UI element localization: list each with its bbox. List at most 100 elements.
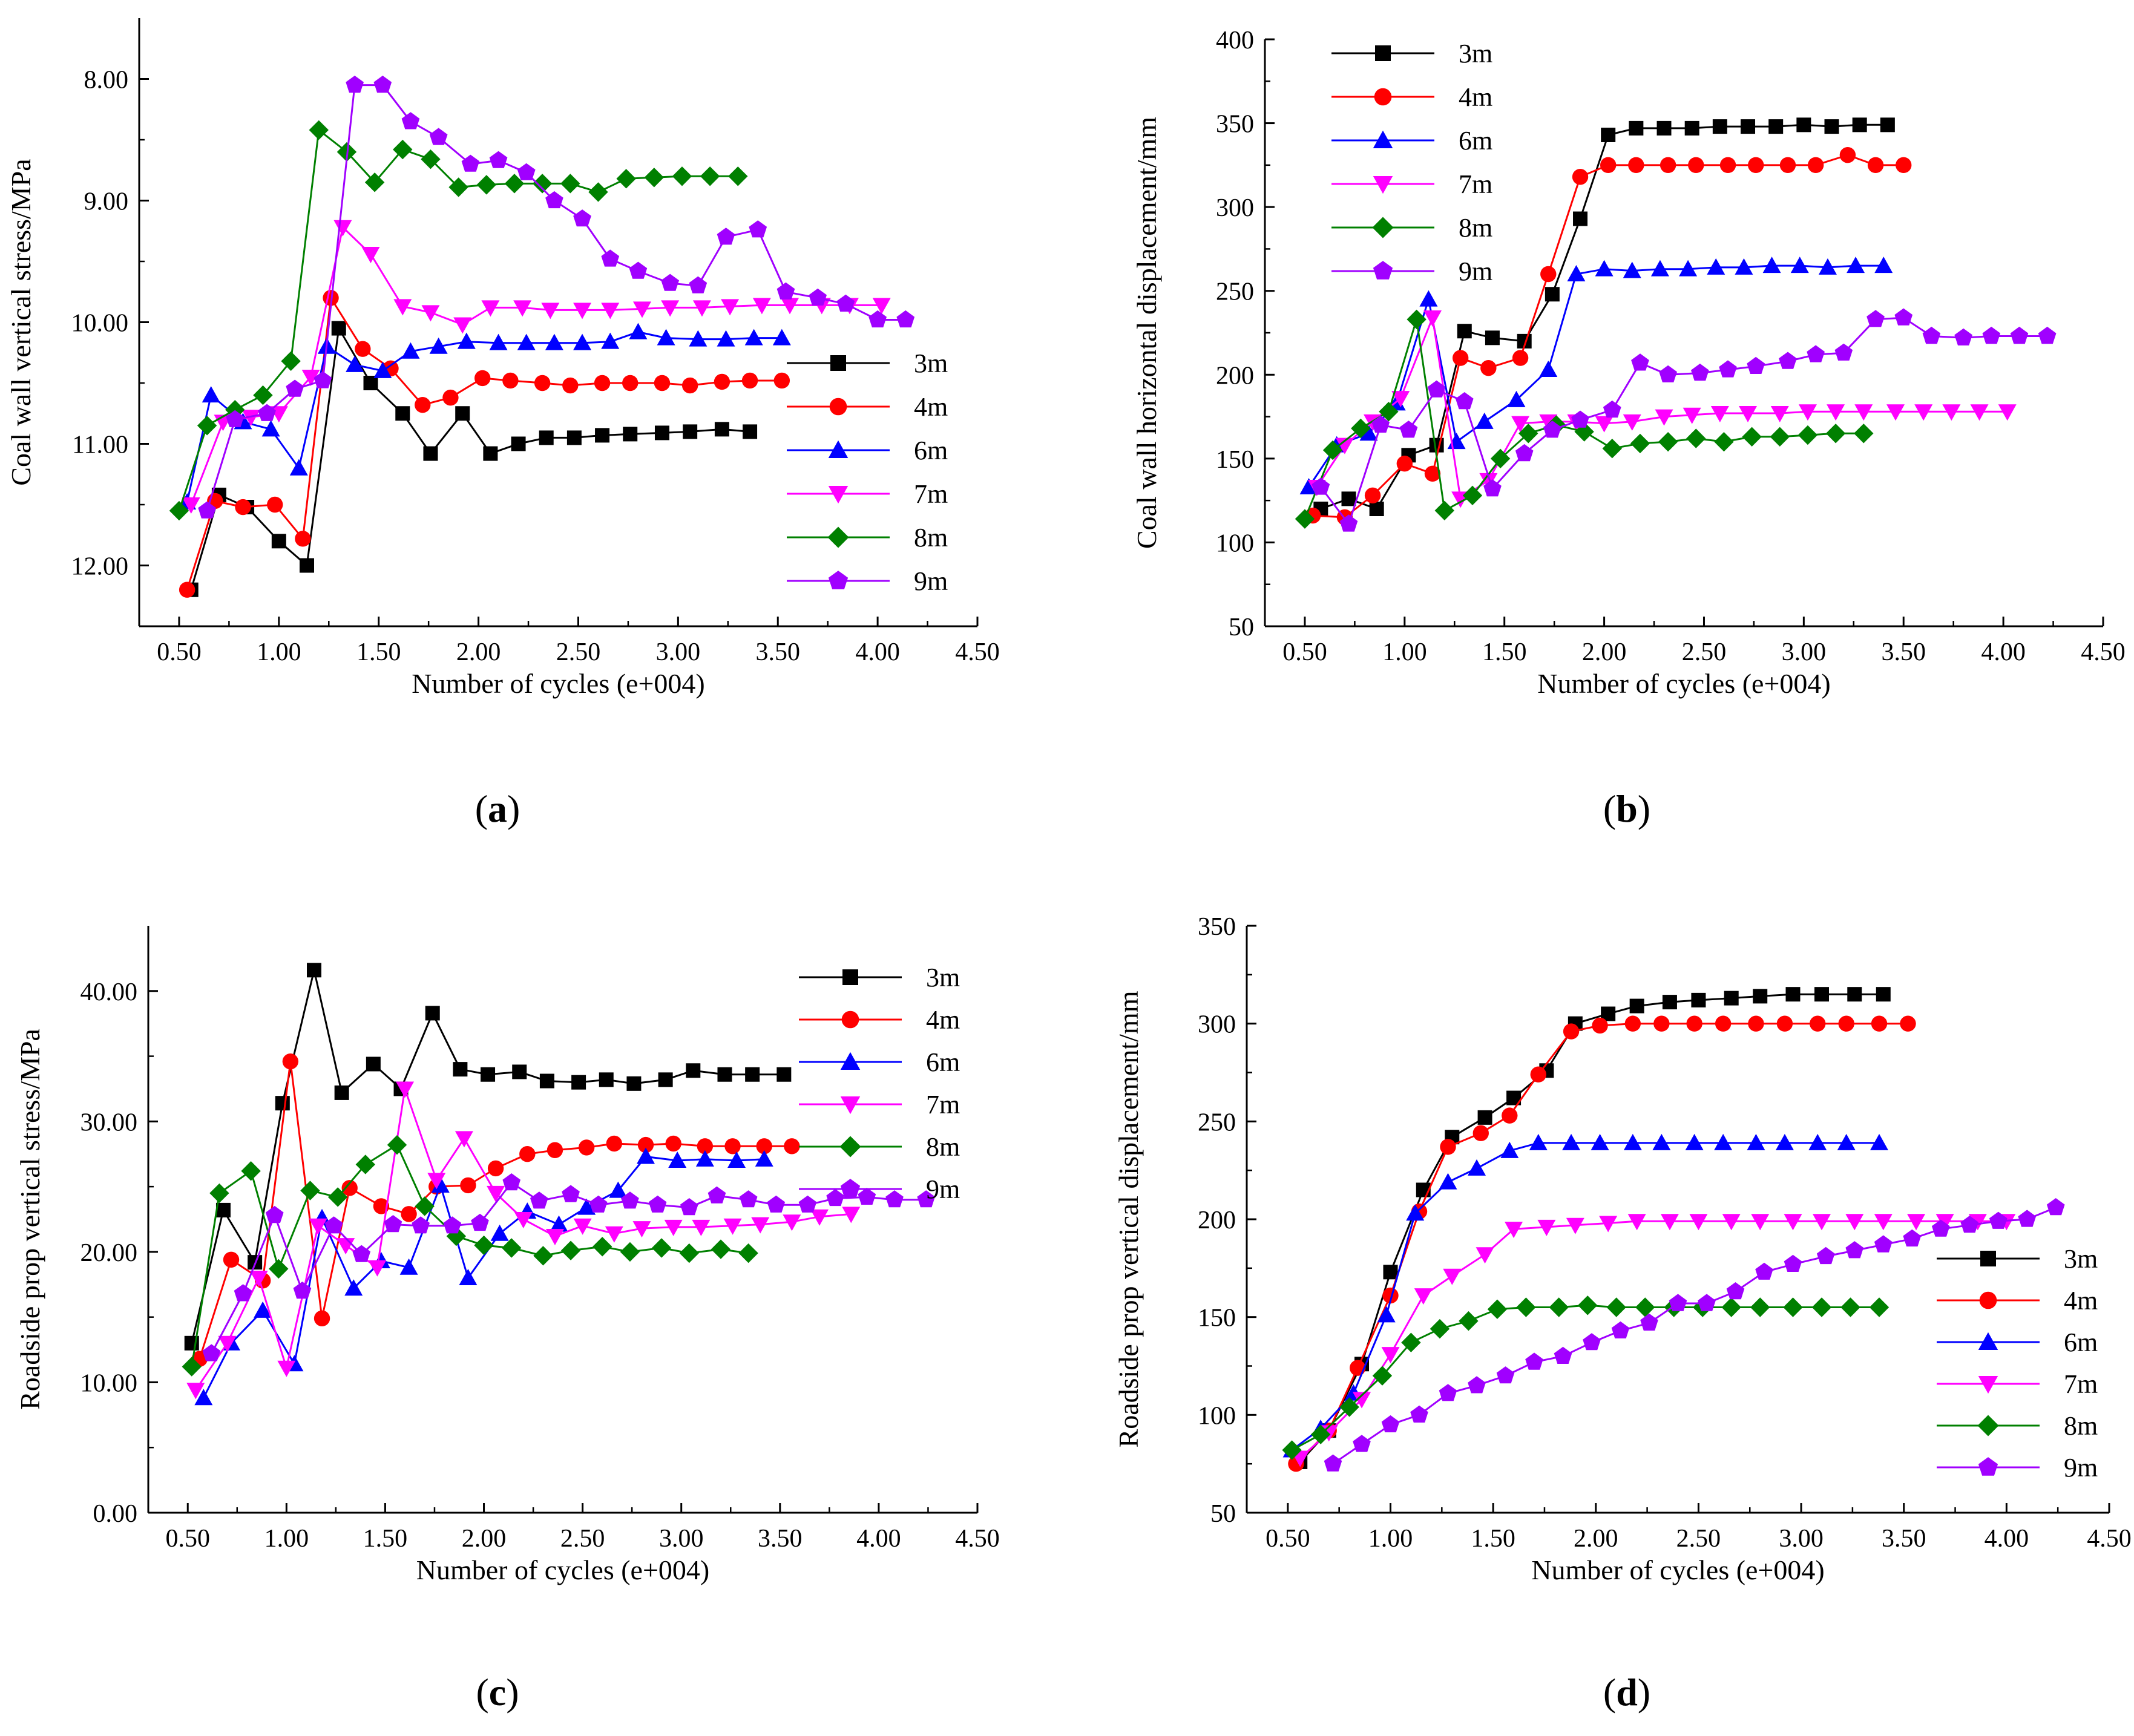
panel-label-a: (a) [474,787,520,830]
legend-marker [839,1136,861,1158]
data-point-6m [772,329,791,346]
legend-marker [840,1096,861,1115]
data-point-8m [1578,1295,1598,1315]
data-point-6m [1685,1133,1704,1150]
legend-marker [840,1052,861,1070]
data-point-9m [545,191,563,209]
data-point-4m [637,1136,654,1153]
data-point-3m [1457,324,1472,339]
legend-entry-8m: 8m [787,523,948,552]
data-point-9m [2018,1210,2037,1227]
data-point-3m [366,1056,381,1072]
data-point-7m [1770,406,1789,423]
y-tick-label: 350 [1198,913,1236,941]
series-line-7m [1299,1220,2007,1459]
data-point-8m [1606,1297,1626,1317]
data-point-8m [1372,1366,1393,1386]
data-point-6m [629,323,648,339]
data-point-7m [601,303,620,319]
data-point-3m [1656,120,1672,136]
data-point-3m [453,1062,468,1077]
data-point-4m [654,375,671,391]
data-point-8m [560,1240,581,1260]
series-8m [182,1135,758,1377]
x-tick-label: 2.00 [456,638,501,666]
legend-marker [829,398,847,416]
data-point-3m [1741,119,1756,134]
data-point-3m [425,1006,440,1021]
legend-marker [828,486,849,504]
legend-label: 9m [1459,257,1492,286]
chart-c: 0.50 1.00 1.50 2.00 2.50 3.00 3.50 4.00 4.50 0.00… [15,926,1000,1585]
x-tick-label: 2.00 [1582,638,1627,666]
data-point-8m [1516,1297,1536,1317]
data-point-4m [355,341,371,357]
data-point-9m [868,310,887,328]
legend-marker [1978,1376,1998,1394]
series-9m [1312,308,2057,532]
data-point-6m [459,1269,478,1285]
y-tick-label: 150 [1216,446,1254,474]
data-point-7m [453,317,472,334]
y-tick-label: 100 [1216,529,1254,557]
data-point-6m [346,355,364,372]
data-point-6m [577,1198,596,1215]
data-point-3m [717,1067,732,1082]
legend-entry-4m: 4m [1937,1286,2098,1315]
data-point-3m [571,1075,586,1090]
data-point-4m [235,499,251,516]
data-point-9m [198,501,216,519]
data-point-4m [1382,1287,1399,1304]
data-point-3m [1629,998,1644,1014]
legend-marker [1978,1332,1998,1350]
data-point-3m [1785,987,1801,1002]
data-point-4m [562,377,579,394]
data-point-4m [1776,1015,1793,1032]
data-point-8m [620,1242,640,1262]
data-point-4m [1748,157,1764,174]
data-point-8m [1487,1299,1508,1319]
data-point-3m [1545,287,1560,302]
chart-a: 0.50 1.00 1.50 2.00 2.50 3.00 3.50 4.00 4.50 8.00… [5,18,1000,699]
legend-marker [841,1010,859,1029]
data-point-6m [1623,1133,1642,1150]
x-tick-label: 4.00 [855,638,900,666]
data-point-7m [1886,404,1905,421]
data-point-8m [700,166,720,186]
data-point-3m [539,1073,554,1089]
x-tick-label: 3.50 [1881,638,1926,666]
data-point-4m [1871,1015,1888,1032]
legend-entry-8m: 8m [799,1132,960,1162]
series-6m [1299,257,1893,494]
data-point-9m [352,1245,371,1262]
data-point-6m [1359,424,1378,441]
data-point-4m [1748,1015,1764,1032]
data-point-7m [605,1226,623,1243]
data-point-8m [1282,1440,1302,1460]
data-point-6m [668,1151,687,1168]
data-point-9m [589,1195,608,1213]
data-point-9m [502,1173,520,1191]
data-point-9m [1631,353,1649,371]
data-point-6m [373,361,392,378]
y-tick-label: 350 [1216,111,1254,139]
legend-label: 6m [2064,1328,2098,1357]
y-axis-title: Roadside prop vertical stress/MPa [15,1029,45,1410]
data-point-9m [1427,380,1446,398]
data-point-6m [489,333,508,350]
data-point-3m [1573,211,1588,226]
data-point-3m [271,534,286,549]
data-point-6m [609,1181,628,1198]
data-point-4m [1563,1023,1580,1040]
data-point-7m [1998,404,2017,421]
data-point-3m [623,427,638,442]
data-point-7m [277,1360,296,1377]
data-point-6m [194,1389,213,1406]
legend-marker [1373,130,1393,148]
data-point-4m [1530,1066,1546,1083]
data-point-7m [1539,414,1558,431]
data-point-9m [443,1216,462,1234]
data-point-9m [1583,1333,1601,1351]
data-point-4m [547,1142,563,1158]
